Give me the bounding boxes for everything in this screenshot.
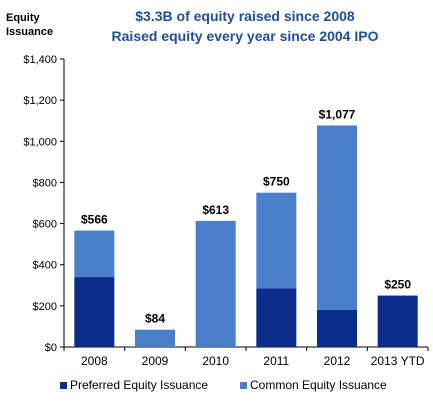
axes: $0 $200 $400 $600 $800 $1,000 $1,200 $1,400 2008… bbox=[23, 54, 429, 368]
x-tick-label: 2008 bbox=[81, 354, 108, 368]
y-tick-label: $1,000 bbox=[23, 136, 57, 148]
total-label: $566 bbox=[81, 213, 108, 227]
y-tick-label: $200 bbox=[33, 301, 57, 313]
bar-preferred-2011 bbox=[256, 288, 297, 347]
bar-common-2008 bbox=[74, 230, 115, 278]
chart-title-line-1: $3.3B of equity raised since 2008 bbox=[135, 8, 355, 24]
total-label: $84 bbox=[145, 312, 165, 326]
y-tick-label: $1,200 bbox=[23, 95, 57, 107]
y-tick-label: $0 bbox=[45, 342, 57, 354]
x-tick-label: 2011 bbox=[263, 354, 289, 368]
bar-preferred-2013-ytd bbox=[377, 295, 418, 347]
bar-common-2010 bbox=[195, 220, 236, 347]
total-label: $250 bbox=[384, 278, 411, 292]
legend-label: Preferred Equity Issuance bbox=[70, 378, 208, 392]
x-tick-label: 2010 bbox=[202, 354, 229, 368]
y-tick-label: $800 bbox=[33, 177, 57, 189]
bar-common-2012 bbox=[317, 125, 357, 310]
bar-preferred-2012 bbox=[317, 309, 357, 347]
bars bbox=[74, 125, 418, 347]
bar-preferred-2008 bbox=[74, 277, 115, 347]
total-label: $1,077 bbox=[319, 107, 356, 121]
x-tick-label: 2013 YTD bbox=[371, 354, 425, 368]
bar-common-2011 bbox=[256, 192, 297, 289]
y-axis-title: Equity Issuance bbox=[6, 12, 53, 38]
x-tick-label: 2012 bbox=[324, 354, 351, 368]
x-tick-label: 2009 bbox=[142, 354, 169, 368]
y-tick-label: $1,400 bbox=[23, 54, 57, 66]
y-axis-title-line-2: Issuance bbox=[6, 26, 53, 38]
bar-common-2009 bbox=[135, 329, 175, 347]
total-label: $750 bbox=[263, 175, 290, 189]
total-label: $613 bbox=[202, 203, 229, 217]
y-tick-label: $400 bbox=[33, 260, 57, 272]
chart-title: $3.3B of equity raised since 2008 Raised … bbox=[112, 8, 379, 44]
chart-title-line-2: Raised equity every year since 2004 IPO bbox=[112, 28, 379, 44]
data-labels: $566 $84 $613 $750 $1,077 $250 bbox=[81, 107, 411, 325]
legend: Preferred Equity Issuance Common Equity I… bbox=[60, 378, 387, 392]
legend-swatch bbox=[60, 382, 67, 389]
y-tick-label: $600 bbox=[33, 219, 57, 231]
y-axis-title-line-1: Equity bbox=[6, 12, 40, 24]
legend-label: Common Equity Issuance bbox=[250, 378, 387, 392]
legend-swatch bbox=[240, 382, 247, 389]
